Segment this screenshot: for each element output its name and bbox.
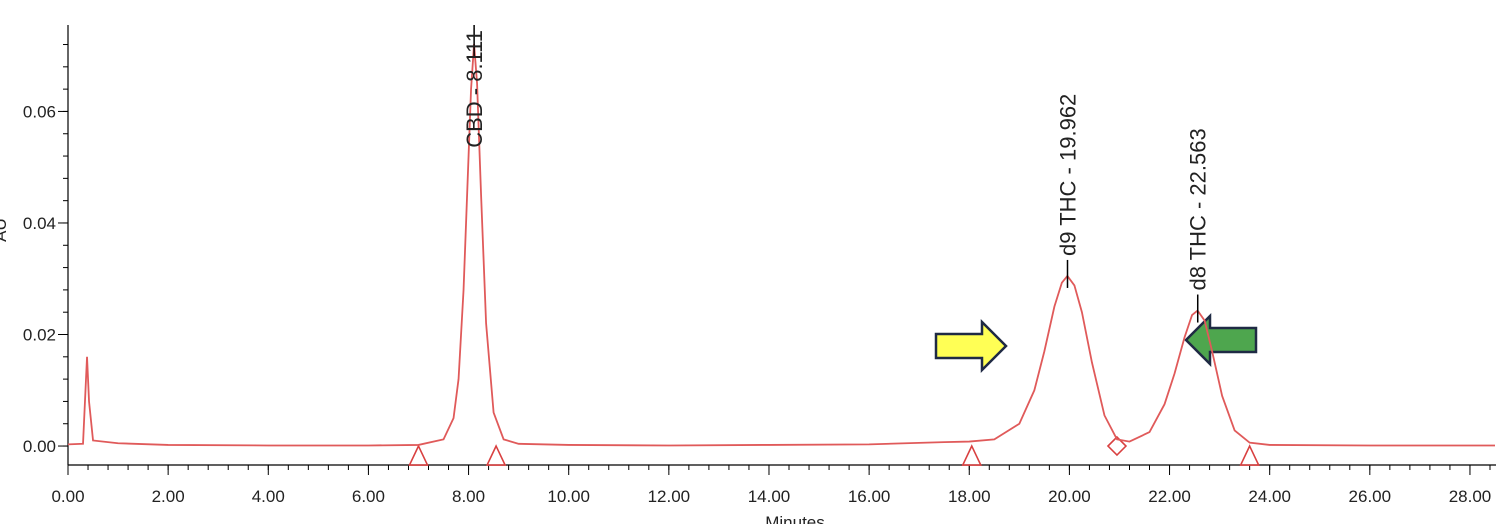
integration-mark xyxy=(408,444,429,466)
x-tick-label: 26.00 xyxy=(1349,487,1392,506)
x-tick-label: 8.00 xyxy=(452,487,485,506)
trace-line xyxy=(67,43,1495,447)
x-tick-label: 12.00 xyxy=(648,487,691,506)
peak-label: d8 THC - 22.563 xyxy=(1186,128,1211,290)
x-tick-label: 18.00 xyxy=(948,487,991,506)
x-tick-label: 6.00 xyxy=(352,487,385,506)
integration-mark xyxy=(485,444,507,466)
integration-mark xyxy=(961,444,983,466)
y-tick-label: 0.04 xyxy=(23,214,56,233)
x-tick-label: 22.00 xyxy=(1148,487,1191,506)
x-tick-label: 4.00 xyxy=(252,487,285,506)
y-tick-label: 0.00 xyxy=(23,437,56,456)
peak-label: d9 THC - 19.962 xyxy=(1055,94,1080,256)
x-tick-label: 20.00 xyxy=(1048,487,1091,506)
x-tick-label: 10.00 xyxy=(547,487,590,506)
x-tick-label: 0.00 xyxy=(51,487,84,506)
integration-mark xyxy=(1239,444,1260,466)
x-tick-label: 14.00 xyxy=(748,487,791,506)
y-tick-label: 0.02 xyxy=(23,326,56,345)
green-arrow xyxy=(1184,312,1258,368)
x-tick-label: 2.00 xyxy=(152,487,185,506)
yellow-arrow xyxy=(934,318,1008,374)
peak-label: CBD - 8.111 xyxy=(462,30,487,148)
integration-mark xyxy=(1106,435,1128,457)
x-tick-label: 16.00 xyxy=(848,487,891,506)
x-axis-title: Minutes xyxy=(765,513,825,524)
y-axis-title: AU xyxy=(0,218,10,242)
x-tick-label: 28.00 xyxy=(1449,487,1492,506)
y-tick-label: 0.06 xyxy=(23,102,56,121)
x-tick-label: 24.00 xyxy=(1248,487,1291,506)
